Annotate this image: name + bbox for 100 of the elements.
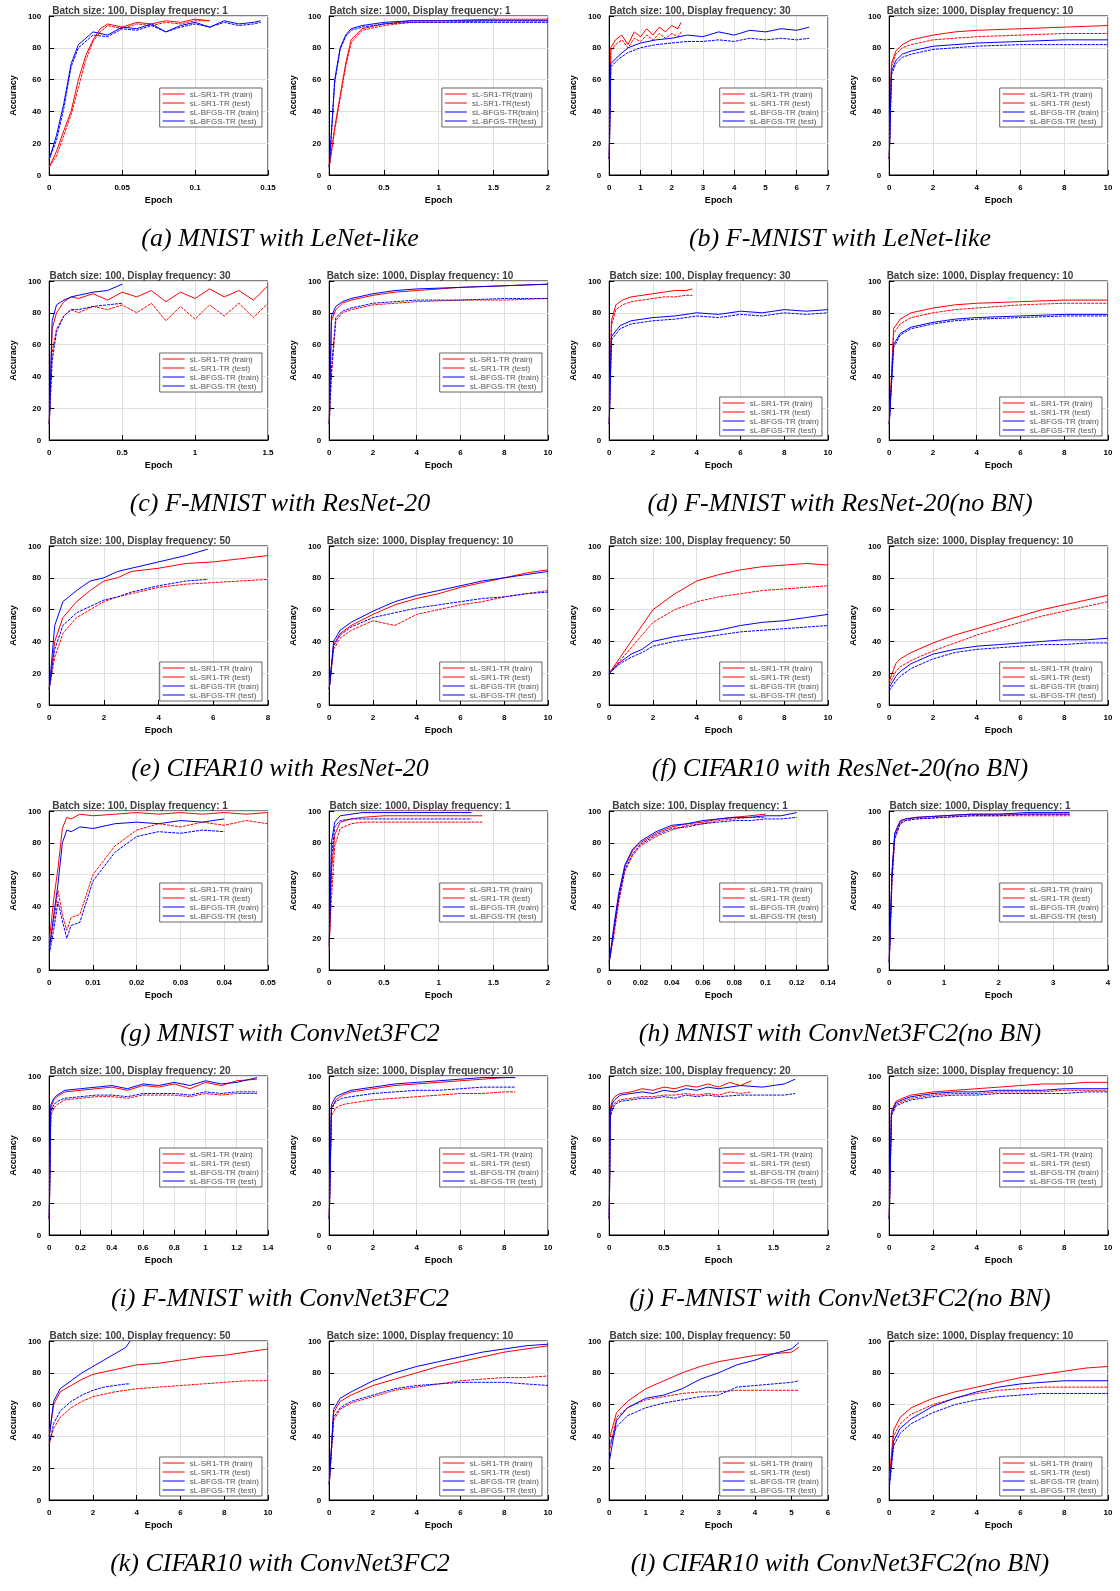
y-tick-label: 40 xyxy=(592,371,602,381)
legend-label: sL-SR1-TR (train) xyxy=(189,1149,254,1159)
legend-label: sL-BFGS-TR (train) xyxy=(1029,902,1100,912)
y-axis-title: Accuracy xyxy=(847,340,858,381)
legend-label: sL-BFGS-TR (train) xyxy=(749,416,820,426)
legend-label: sL-BFGS-TR (train) xyxy=(189,902,260,912)
x-axis-title: Epoch xyxy=(144,725,173,736)
legend-label: sL-SR1-TR (train) xyxy=(469,1149,534,1159)
legend-label: sL-BFGS-TR (train) xyxy=(1029,1167,1100,1177)
x-tick-label: 5 xyxy=(763,182,769,192)
y-axis-title: Accuracy xyxy=(847,75,858,116)
x-tick-label: 5 xyxy=(789,1507,795,1517)
y-tick-label: 100 xyxy=(867,541,882,551)
y-tick-label: 0 xyxy=(36,170,42,180)
x-tick-label: 0 xyxy=(327,1242,333,1252)
y-tick-label: 100 xyxy=(27,1071,42,1081)
x-tick-label: 8 xyxy=(1062,182,1068,192)
x-axis-title: Epoch xyxy=(704,195,733,206)
legend-label: sL-SR1-TR (test) xyxy=(1029,672,1091,682)
legend-label: sL-SR1-TR (test) xyxy=(469,893,531,903)
x-tick-label: 8 xyxy=(265,712,271,722)
x-axis-title: Epoch xyxy=(144,1255,173,1266)
y-tick-label: 40 xyxy=(592,1166,602,1176)
y-axis-title: Accuracy xyxy=(7,870,18,911)
legend-label: sL-BFGS-TR (test) xyxy=(749,116,817,126)
x-tick-label: 7 xyxy=(825,182,831,192)
x-tick-label: 6 xyxy=(738,447,744,457)
text: (h) MNIST with ConvNet3FC2(no BN) xyxy=(637,1017,1043,1049)
legend-label: sL-BFGS-TR (train) xyxy=(749,1167,820,1177)
x-tick-label: 1.5 xyxy=(262,447,275,457)
x-tick-label: 4 xyxy=(414,1507,420,1517)
y-tick-label: 0 xyxy=(596,1495,602,1505)
legend-label: sL-BFGS-TR (test) xyxy=(189,1176,257,1186)
y-tick-label: 100 xyxy=(307,11,322,21)
chart-title: Batch size: 1000, Display frequency: 10 xyxy=(886,1329,1074,1341)
x-tick-label: 1 xyxy=(436,977,442,987)
y-axis-title: Accuracy xyxy=(567,340,578,381)
x-tick-label: 0 xyxy=(327,182,333,192)
y-tick-label: 80 xyxy=(592,838,602,848)
legend-label: sL-SR1-TR (test) xyxy=(1029,1467,1091,1477)
y-tick-label: 40 xyxy=(32,106,42,116)
text: (e) CIFAR10 with ResNet-20 xyxy=(130,752,430,784)
text: (k) CIFAR10 with ConvNet3FC2 xyxy=(109,1547,451,1579)
text: (g) MNIST with ConvNet3FC2 xyxy=(119,1017,441,1049)
y-tick-label: 0 xyxy=(36,965,42,975)
y-tick-label: 60 xyxy=(592,75,602,85)
x-axis-title: Epoch xyxy=(984,195,1013,206)
y-tick-label: 20 xyxy=(32,933,42,943)
x-tick-label: 0 xyxy=(327,447,333,457)
x-tick-label: 0.02 xyxy=(128,977,146,987)
y-tick-label: 60 xyxy=(312,870,322,880)
y-axis-title: Accuracy xyxy=(567,75,578,116)
x-tick-label: 2 xyxy=(996,977,1002,987)
y-axis-title: Accuracy xyxy=(847,1400,858,1441)
y-tick-label: 80 xyxy=(32,1103,42,1113)
y-tick-label: 80 xyxy=(312,308,322,318)
legend-label: sL-BFGS-TR (train) xyxy=(189,1476,260,1486)
x-tick-label: 10 xyxy=(543,1507,553,1517)
x-tick-label: 8 xyxy=(782,447,788,457)
y-tick-label: 100 xyxy=(587,1071,602,1081)
legend-label: sL-BFGS-TR (test) xyxy=(749,425,817,435)
legend-label: sL-SR1-TR (train) xyxy=(749,89,814,99)
legend-label: sL-SR1-TR (train) xyxy=(1029,1458,1094,1468)
x-tick-label: 1.4 xyxy=(262,1242,275,1252)
x-tick-label: 0.6 xyxy=(137,1242,150,1252)
x-tick-label: 2 xyxy=(545,977,551,987)
legend-label: sL-SR1-TR (train) xyxy=(469,884,534,894)
legend-label: sL-SR1-TR (train) xyxy=(749,1149,814,1159)
y-tick-label: 80 xyxy=(312,43,322,53)
y-tick-label: 0 xyxy=(316,1495,322,1505)
y-axis-title: Accuracy xyxy=(287,605,298,646)
x-axis-title: Epoch xyxy=(424,725,453,736)
y-axis-title: Accuracy xyxy=(287,1135,298,1176)
legend-label: sL-BFGS-TR (train) xyxy=(189,1167,260,1177)
x-tick-label: 4 xyxy=(414,712,420,722)
x-tick-label: 4 xyxy=(752,1507,758,1517)
legend-label: sL-BFGS-TR (test) xyxy=(469,911,537,921)
x-axis-title: Epoch xyxy=(424,1520,453,1531)
x-tick-label: 1 xyxy=(203,1242,209,1252)
legend-label: sL-BFGS-TR (test) xyxy=(1029,1485,1097,1495)
legend-label: sL-BFGS-TR (train) xyxy=(1029,1476,1100,1486)
text: (i) F-MNIST with ConvNet3FC2 xyxy=(109,1282,451,1314)
x-tick-label: 0 xyxy=(607,182,613,192)
legend-label: sL-SR1-TR (test) xyxy=(749,672,811,682)
y-tick-label: 20 xyxy=(312,138,322,148)
legend-label: sL-SR1-TR (train) xyxy=(1029,398,1094,408)
x-tick-label: 6 xyxy=(1018,1242,1024,1252)
y-tick-label: 80 xyxy=(592,1103,602,1113)
y-tick-label: 60 xyxy=(312,1135,322,1145)
legend-label: sL-SR1-TR (test) xyxy=(749,893,811,903)
y-tick-label: 0 xyxy=(876,1230,882,1240)
y-tick-label: 60 xyxy=(872,1135,882,1145)
chart-title: Batch size: 100, Display frequency: 1 xyxy=(52,4,229,16)
x-tick-label: 0 xyxy=(47,1242,53,1252)
x-axis-title: Epoch xyxy=(984,990,1013,1001)
y-tick-label: 100 xyxy=(587,276,602,286)
x-tick-label: 10 xyxy=(1103,1242,1113,1252)
y-tick-label: 60 xyxy=(592,340,602,350)
y-tick-label: 100 xyxy=(307,541,322,551)
chart-title: Batch size: 100, Display frequency: 50 xyxy=(49,1329,232,1341)
